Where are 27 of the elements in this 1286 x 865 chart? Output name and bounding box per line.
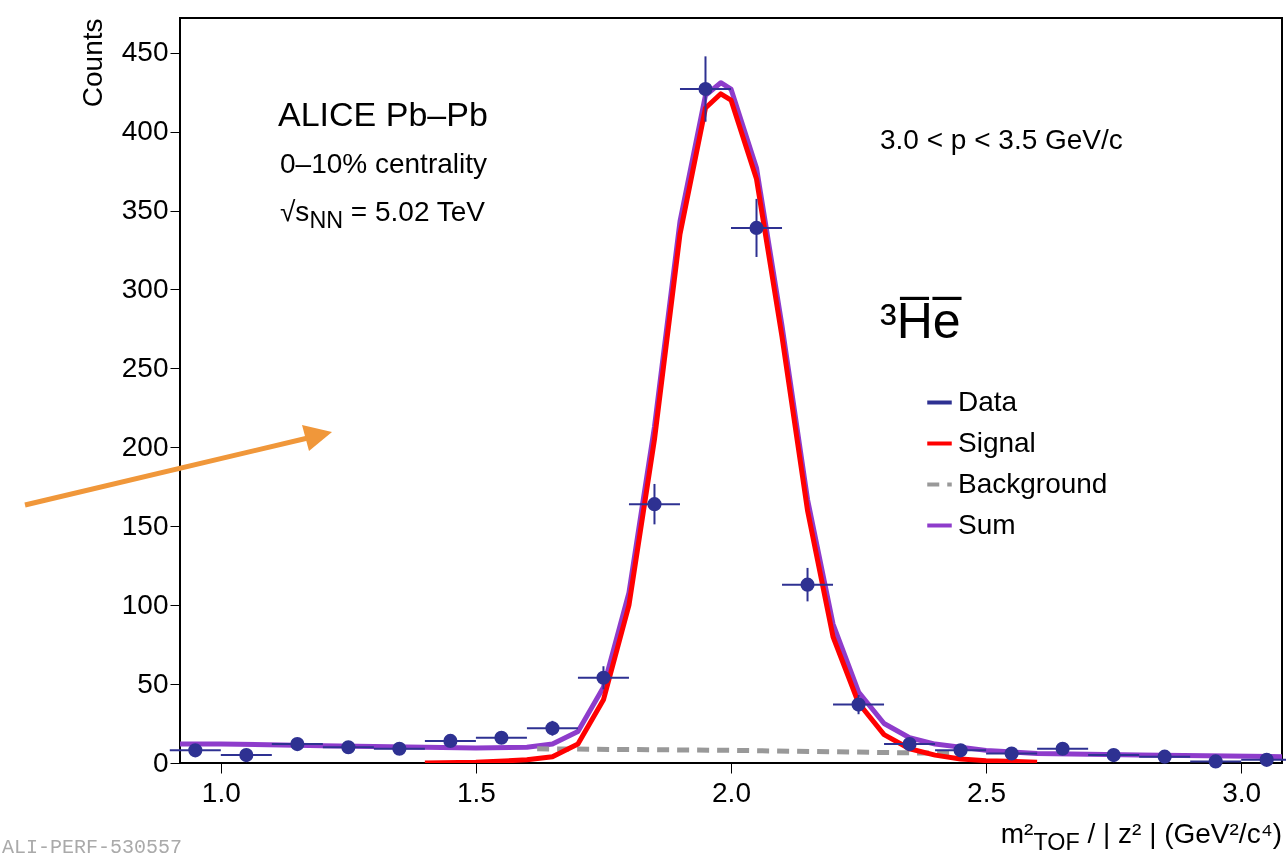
y-tick-label: 400 <box>121 115 169 147</box>
x-tick-label: 2.5 <box>967 776 1007 808</box>
x-axis-title: m²$_{TOF}$ / | z² | (GeV²/c⁴) <box>1000 818 1282 856</box>
y-tick-label: 50 <box>137 667 169 699</box>
text: ALI-PERF-530557 <box>2 836 183 859</box>
annotation: 0–10% centrality <box>280 148 488 180</box>
x-tick-label: 1.5 <box>456 776 496 808</box>
y-tick-label: 350 <box>121 194 169 226</box>
y-tick-label: 150 <box>121 509 169 541</box>
y-tick-label: 200 <box>121 430 169 462</box>
y-tick-label: 0 <box>152 746 169 778</box>
legend-label: Sum <box>958 508 1016 540</box>
legend-label: Signal <box>958 426 1036 458</box>
annotation: ALICE Pb–Pb <box>278 95 488 134</box>
x-tick-label: 2.0 <box>712 776 751 808</box>
y-tick-label: 100 <box>121 588 169 620</box>
annotation: 3.0 < p < 3.5 GeV/c <box>880 124 1123 156</box>
legend-label: Background <box>958 467 1108 499</box>
x-tick-label: 3.0 <box>1222 776 1262 808</box>
y-tick-label: 450 <box>121 36 169 68</box>
y-tick-label: 250 <box>121 351 169 383</box>
y-axis-title: Counts <box>76 18 108 108</box>
x-tick-label: 1.0 <box>201 776 241 808</box>
y-tick-label: 300 <box>121 272 169 304</box>
annotation: ³H̅e̅ <box>880 292 961 350</box>
legend-label: Data <box>958 385 1018 417</box>
annotation: √s$_{NN}$ = 5.02 TeV <box>280 196 486 234</box>
